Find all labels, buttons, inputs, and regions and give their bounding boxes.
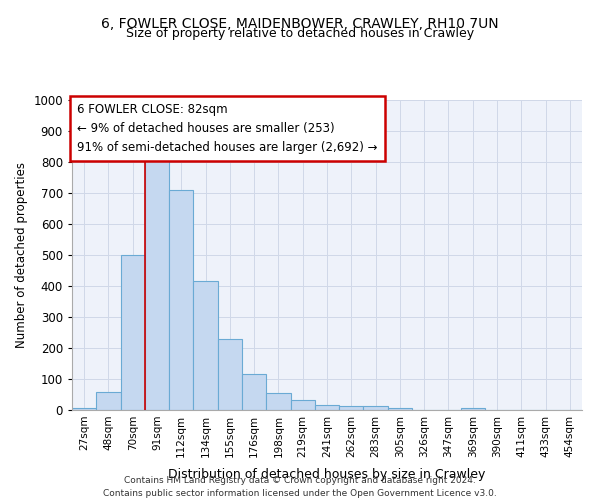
Bar xyxy=(315,405,339,410)
Bar xyxy=(145,156,169,410)
Text: 6, FOWLER CLOSE, MAIDENBOWER, CRAWLEY, RH10 7UN: 6, FOWLER CLOSE, MAIDENBOWER, CRAWLEY, R… xyxy=(101,18,499,32)
Bar xyxy=(461,408,485,410)
Y-axis label: Number of detached properties: Number of detached properties xyxy=(15,162,28,348)
Bar xyxy=(72,408,96,410)
Bar xyxy=(169,190,193,410)
Bar xyxy=(218,338,242,410)
Bar xyxy=(193,282,218,410)
Bar xyxy=(242,374,266,410)
Bar xyxy=(121,255,145,410)
Text: Contains HM Land Registry data © Crown copyright and database right 2024.
Contai: Contains HM Land Registry data © Crown c… xyxy=(103,476,497,498)
X-axis label: Distribution of detached houses by size in Crawley: Distribution of detached houses by size … xyxy=(169,468,485,481)
Bar xyxy=(364,406,388,410)
Bar xyxy=(388,408,412,410)
Bar xyxy=(290,400,315,410)
Text: 6 FOWLER CLOSE: 82sqm
← 9% of detached houses are smaller (253)
91% of semi-deta: 6 FOWLER CLOSE: 82sqm ← 9% of detached h… xyxy=(77,103,377,154)
Bar xyxy=(96,392,121,410)
Bar xyxy=(339,406,364,410)
Text: Size of property relative to detached houses in Crawley: Size of property relative to detached ho… xyxy=(126,28,474,40)
Bar xyxy=(266,393,290,410)
